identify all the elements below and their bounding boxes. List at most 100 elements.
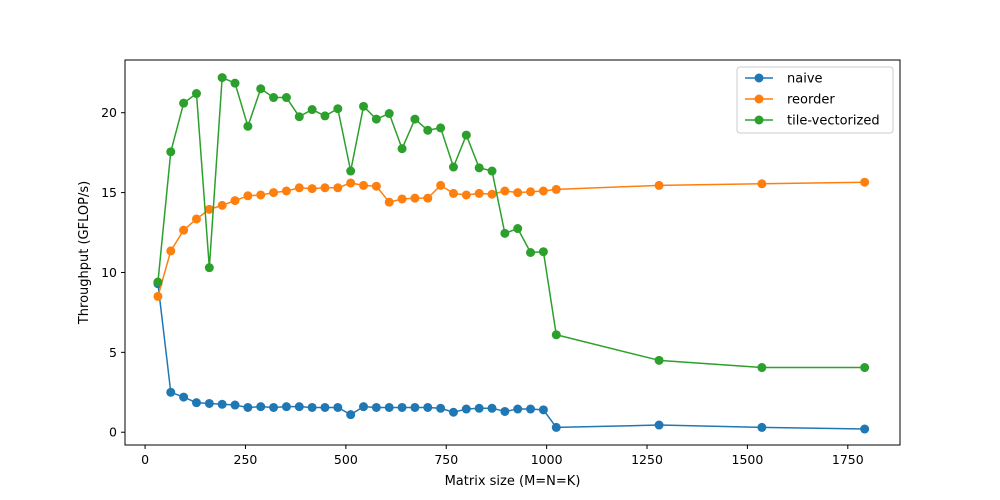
legend: naive reorder tile-vectorized (736, 66, 894, 134)
data-point (860, 177, 870, 187)
data-point (500, 186, 510, 196)
x-tick-label: 250 (234, 452, 258, 467)
data-point (243, 121, 253, 131)
data-point (397, 194, 407, 204)
data-point (359, 402, 369, 412)
data-point (204, 398, 214, 408)
data-point (461, 404, 471, 414)
data-point (191, 89, 201, 99)
data-point (384, 402, 394, 412)
data-point (513, 188, 523, 198)
x-tick-label: 500 (334, 452, 358, 467)
data-point (230, 78, 240, 88)
data-point (243, 402, 253, 412)
data-point (551, 330, 561, 340)
data-point (487, 166, 497, 176)
plot-lines (153, 73, 870, 434)
data-point (436, 403, 446, 413)
legend-item: naive (745, 72, 823, 87)
data-point (191, 214, 201, 224)
data-point (217, 73, 227, 83)
data-point (461, 130, 471, 140)
data-point (860, 363, 870, 373)
data-point (474, 163, 484, 173)
data-point (179, 225, 189, 235)
data-point (204, 204, 214, 214)
data-point (217, 200, 227, 210)
data-point (860, 424, 870, 434)
data-point (384, 109, 394, 119)
legend-box (736, 66, 894, 134)
data-point (243, 191, 253, 201)
y-tick-label: 5 (109, 345, 117, 360)
data-point (204, 263, 214, 273)
data-point (436, 180, 446, 190)
series-reorder (153, 177, 870, 301)
legend-marker (754, 73, 764, 83)
data-point (320, 183, 330, 193)
data-point (526, 187, 536, 197)
x-tick-label: 1250 (631, 452, 663, 467)
data-point (461, 190, 471, 200)
data-point (371, 402, 381, 412)
data-point (346, 178, 356, 188)
data-point (551, 422, 561, 432)
data-point (538, 186, 548, 196)
data-point (256, 190, 266, 200)
legend-marker (754, 94, 764, 104)
data-point (153, 291, 163, 301)
data-point (359, 180, 369, 190)
y-tick-label: 0 (109, 425, 117, 440)
data-point (269, 402, 279, 412)
data-point (448, 188, 458, 198)
data-point (179, 392, 189, 402)
x-tick-label: 0 (141, 452, 149, 467)
data-point (153, 277, 163, 287)
data-point (346, 166, 356, 176)
data-point (320, 111, 330, 121)
data-point (410, 114, 420, 124)
data-point (256, 402, 266, 412)
data-point (397, 144, 407, 154)
data-point (654, 180, 664, 190)
data-point (757, 363, 767, 373)
data-point (269, 188, 279, 198)
data-point (500, 228, 510, 238)
data-point (538, 247, 548, 257)
data-point (757, 179, 767, 189)
data-point (654, 420, 664, 430)
data-point (166, 147, 176, 157)
data-point (320, 402, 330, 412)
data-point (307, 105, 317, 115)
data-point (654, 355, 664, 365)
data-point (448, 407, 458, 417)
series-tile-vectorized (153, 73, 870, 373)
data-point (269, 93, 279, 103)
legend-label: naive (787, 72, 823, 87)
data-point (294, 112, 304, 122)
data-point (333, 104, 343, 114)
data-point (359, 101, 369, 111)
data-point (166, 246, 176, 256)
data-point (256, 84, 266, 94)
data-point (526, 404, 536, 414)
data-point (230, 196, 240, 206)
x-axis-title: Matrix size (M=N=K) (445, 474, 581, 489)
data-point (423, 402, 433, 412)
data-point (371, 181, 381, 191)
data-point (448, 162, 458, 172)
data-point (423, 125, 433, 135)
data-point (166, 387, 176, 397)
data-point (551, 184, 561, 194)
data-point (307, 402, 317, 412)
x-tick-label: 1000 (531, 452, 563, 467)
x-axis: 0 250 500 750 1000 1250 1500 1750 (141, 445, 864, 467)
legend-label: reorder (787, 93, 835, 108)
legend-item: reorder (745, 93, 835, 108)
data-point (384, 197, 394, 207)
data-point (423, 193, 433, 203)
data-point (217, 399, 227, 409)
data-point (281, 402, 291, 412)
data-point (513, 404, 523, 414)
legend-label: tile-vectorized (787, 114, 880, 129)
